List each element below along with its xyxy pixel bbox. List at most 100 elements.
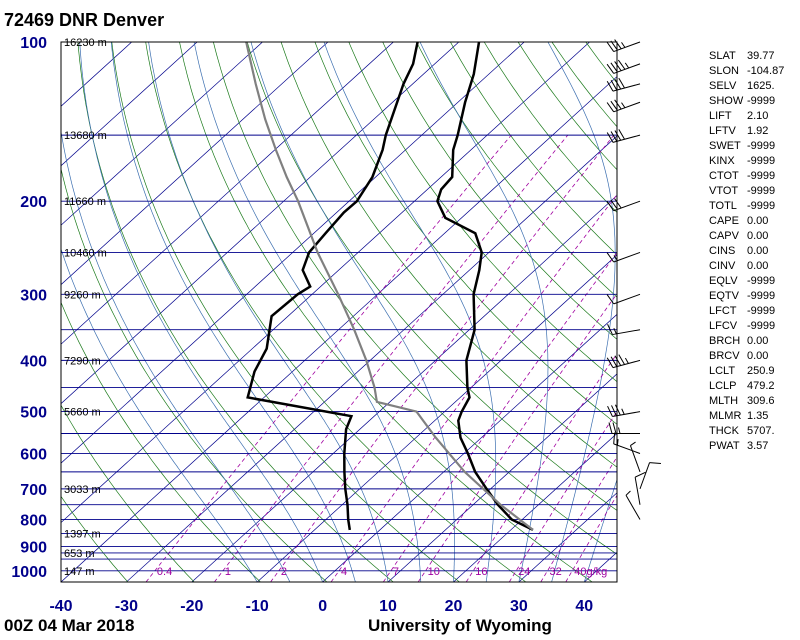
index-row: LCLT 250.9: [709, 364, 797, 379]
moist-adiabat-line: [110, 42, 356, 582]
pressure-tick-label: 300: [20, 287, 47, 304]
wind-barb-half-flag: [616, 439, 619, 446]
pressure-tick-label: 500: [20, 405, 47, 422]
index-value: 0.00: [747, 335, 769, 347]
index-row: SLAT 39.77: [709, 49, 797, 64]
wind-barb: [606, 198, 641, 212]
wind-barb-flag: [608, 422, 613, 434]
index-row: SELV 1625.: [709, 79, 797, 94]
wind-barb-flag: [606, 201, 615, 212]
wind-barb-flag: [612, 422, 617, 434]
index-key: CAPV: [709, 230, 739, 242]
wind-barb-half-flag: [630, 441, 636, 446]
index-row: BRCV 0.00: [709, 349, 797, 364]
wind-barb: [607, 324, 641, 336]
index-value: 2.10: [747, 110, 769, 122]
index-key: VTOT: [709, 185, 739, 197]
wind-barb-half-flag: [621, 102, 626, 109]
dry-adiabat-line: [280, 42, 617, 468]
index-value: -9999: [747, 170, 776, 182]
moist-adiabat-line: [79, 42, 323, 582]
temperature-tick-label: -30: [115, 598, 138, 615]
wind-barb-staff: [613, 443, 641, 454]
temperature-tick-label: -40: [49, 598, 72, 615]
wind-barb: [606, 99, 641, 113]
dry-adiabat-line: [450, 42, 617, 256]
wind-barb: [608, 422, 640, 435]
index-value: 5707.: [747, 425, 775, 437]
wind-barb: [607, 404, 641, 417]
wind-barb-flag: [614, 39, 622, 50]
dry-adiabat-line: [111, 42, 460, 582]
index-row: MLTH 309.6: [709, 394, 797, 409]
wind-barb-flag: [606, 132, 614, 143]
index-value: 0.00: [747, 350, 769, 362]
index-value: 3.57: [747, 440, 769, 452]
dry-adiabat-line: [145, 42, 527, 582]
index-row: LFCV -9999: [709, 319, 797, 334]
index-value: 1.35: [747, 410, 769, 422]
isotherm-line: [61, 42, 329, 286]
height-label: 5660 m: [64, 407, 101, 419]
index-value: 0.00: [747, 230, 769, 242]
index-key: MLMR: [709, 410, 742, 422]
index-row: KINX -9999: [709, 154, 797, 169]
index-row: EQTV -9999: [709, 289, 797, 304]
index-row: BRCH 0.00: [709, 334, 797, 349]
wind-barb-flag: [607, 324, 613, 335]
index-row: SWET -9999: [709, 139, 797, 154]
wind-barb: [606, 354, 641, 369]
index-key: SWET: [709, 140, 741, 152]
index-value: 0.00: [747, 260, 769, 272]
index-key: CINV: [709, 260, 736, 272]
dry-adiabat-line: [61, 495, 129, 582]
wind-barb-staff: [613, 293, 641, 305]
temperature-tick-label: 10: [379, 598, 397, 615]
wind-barb-flag: [614, 78, 622, 90]
height-label: 9260 m: [64, 289, 101, 301]
wind-barb-flag: [606, 81, 614, 92]
index-value: 1625.: [747, 80, 775, 92]
index-row: LFCT -9999: [709, 304, 797, 319]
index-row: CAPV 0.00: [709, 229, 797, 244]
wind-barb-flag: [617, 59, 626, 70]
index-key: LIFT: [709, 110, 732, 122]
isotherm-line: [61, 42, 590, 524]
wind-barb-flag: [610, 100, 618, 111]
wind-barb-staff: [613, 41, 641, 53]
wind-barb: [606, 39, 641, 53]
index-row: PWAT 3.57: [709, 439, 797, 454]
wind-barb-flag: [614, 61, 622, 72]
height-label: 7290 m: [64, 355, 101, 367]
index-key: LFCT: [709, 305, 737, 317]
index-value: -9999: [747, 320, 776, 332]
mixing-ratio-label: 1: [225, 566, 231, 578]
index-value: -9999: [747, 275, 776, 287]
pressure-tick-label: 200: [20, 194, 47, 211]
isotherm-line: [126, 135, 617, 582]
wind-barb-flag: [610, 199, 618, 210]
wind-barb-flag: [611, 405, 617, 416]
index-key: SELV: [709, 80, 737, 92]
index-key: MLTH: [709, 395, 739, 407]
wind-barb: [634, 471, 646, 505]
wind-barb: [625, 490, 641, 520]
height-label: 147 m: [64, 566, 95, 578]
index-row: CINS 0.00: [709, 244, 797, 259]
index-key: EQTV: [709, 290, 739, 302]
wind-barb-half-flag: [613, 328, 617, 335]
mixing-ratio-label: 0.4: [157, 566, 172, 578]
isotherm-line: [453, 432, 617, 582]
wind-barb-half-flag: [613, 255, 618, 261]
index-row: TOTL -9999: [709, 199, 797, 214]
index-value: -9999: [747, 200, 776, 212]
wind-barb-staff: [639, 462, 651, 490]
index-value: -9999: [747, 290, 776, 302]
isotherm-line: [61, 76, 617, 582]
wind-barb-flag: [610, 40, 618, 51]
index-value: 250.9: [747, 365, 775, 377]
wind-barb-staff: [612, 329, 641, 336]
height-label: 653 m: [64, 548, 95, 560]
wind-barb-half-flag: [621, 408, 625, 415]
